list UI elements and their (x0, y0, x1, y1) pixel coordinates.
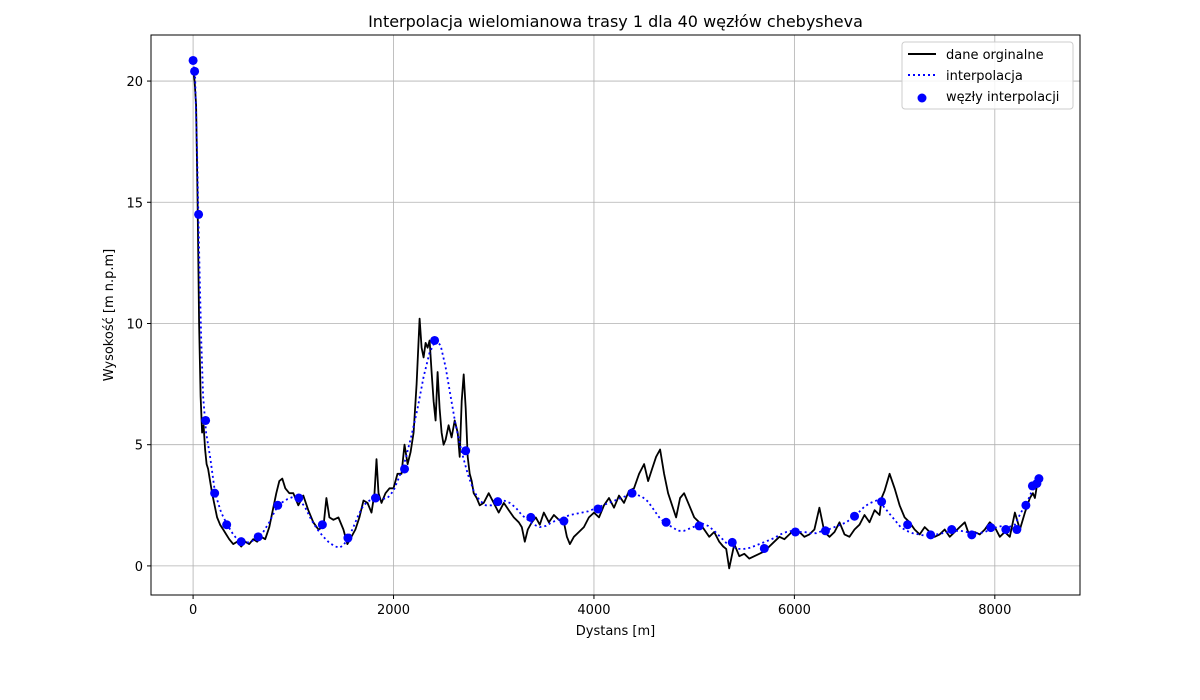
y-tick-label: 5 (135, 439, 143, 454)
interpolation-node-point (850, 511, 860, 521)
interpolation-node-point (759, 543, 769, 553)
x-tick-label: 6000 (778, 603, 811, 618)
legend-label: dane orginalne (946, 48, 1044, 63)
interpolation-node-point (1012, 525, 1022, 535)
interpolation-node-point (430, 335, 440, 345)
x-tick-label: 8000 (978, 603, 1011, 618)
interpolation-node-point (343, 533, 353, 543)
interpolation-node-point (317, 520, 327, 530)
interpolation-node-point (201, 415, 211, 425)
y-tick-label: 0 (135, 560, 143, 575)
legend-label: węzły interpolacji (946, 90, 1059, 105)
interpolation-node-point (926, 530, 936, 540)
interpolation-node-point (947, 525, 957, 535)
legend-box (901, 41, 1074, 110)
chart-title: Interpolacja wielomianowa trasy 1 dla 40… (368, 12, 863, 31)
interpolation-node-point (400, 464, 410, 474)
legend-label: interpolacja (946, 69, 1023, 84)
interpolation-node-point (1021, 500, 1031, 510)
y-tick-label: 20 (126, 75, 143, 90)
x-tick-label: 0 (189, 603, 197, 618)
interpolation-node-point (986, 523, 996, 533)
x-tick-label: 4000 (577, 603, 610, 618)
interpolation-node-point (493, 497, 503, 507)
interpolation-node-point (190, 66, 200, 76)
interpolation-node-point (253, 532, 263, 542)
interpolation-node-point (222, 520, 232, 530)
interpolation-node-point (370, 493, 380, 503)
interpolation-node-point (1034, 474, 1044, 484)
legend: dane orginalne interpolacja węzły interpol… (901, 41, 1074, 110)
interpolation-node-point (210, 488, 220, 498)
interpolation-node-point (967, 530, 977, 540)
interpolation-node-point (273, 500, 283, 510)
interpolation-node-point (903, 520, 913, 530)
series-line-dane-orginalne (192, 68, 1040, 570)
interpolation-node-point (727, 537, 737, 547)
y-tick-label: 15 (126, 196, 143, 211)
ticks: 0 2000 4000 6000 8000 0 5 10 15 20 (126, 75, 1011, 618)
interpolation-node-point (694, 521, 704, 531)
interpolation-node-point (820, 526, 830, 536)
interpolation-node-point (461, 446, 471, 456)
interpolation-node-point (559, 516, 569, 526)
series-layer (188, 55, 1044, 570)
interpolation-node-point (627, 488, 637, 498)
legend-marker (917, 93, 927, 103)
interpolation-node-point (661, 517, 671, 527)
interpolation-node-point (188, 55, 198, 65)
interpolation-node-point (790, 527, 800, 537)
plot-frame (150, 34, 1081, 596)
x-axis-label: Dystans [m] (576, 624, 656, 639)
interpolation-node-point (294, 493, 304, 503)
interpolation-node-point (526, 512, 536, 522)
interpolation-node-point (1001, 525, 1011, 535)
interpolation-node-point (593, 504, 603, 514)
interpolation-node-point (194, 209, 204, 219)
y-axis-label: Wysokość [m n.p.m] (102, 249, 117, 381)
series-line-interpolacja (192, 61, 1040, 550)
x-tick-label: 2000 (377, 603, 410, 618)
interpolation-node-point (236, 537, 246, 547)
interpolation-node-point (877, 497, 887, 507)
y-tick-label: 10 (126, 317, 143, 332)
